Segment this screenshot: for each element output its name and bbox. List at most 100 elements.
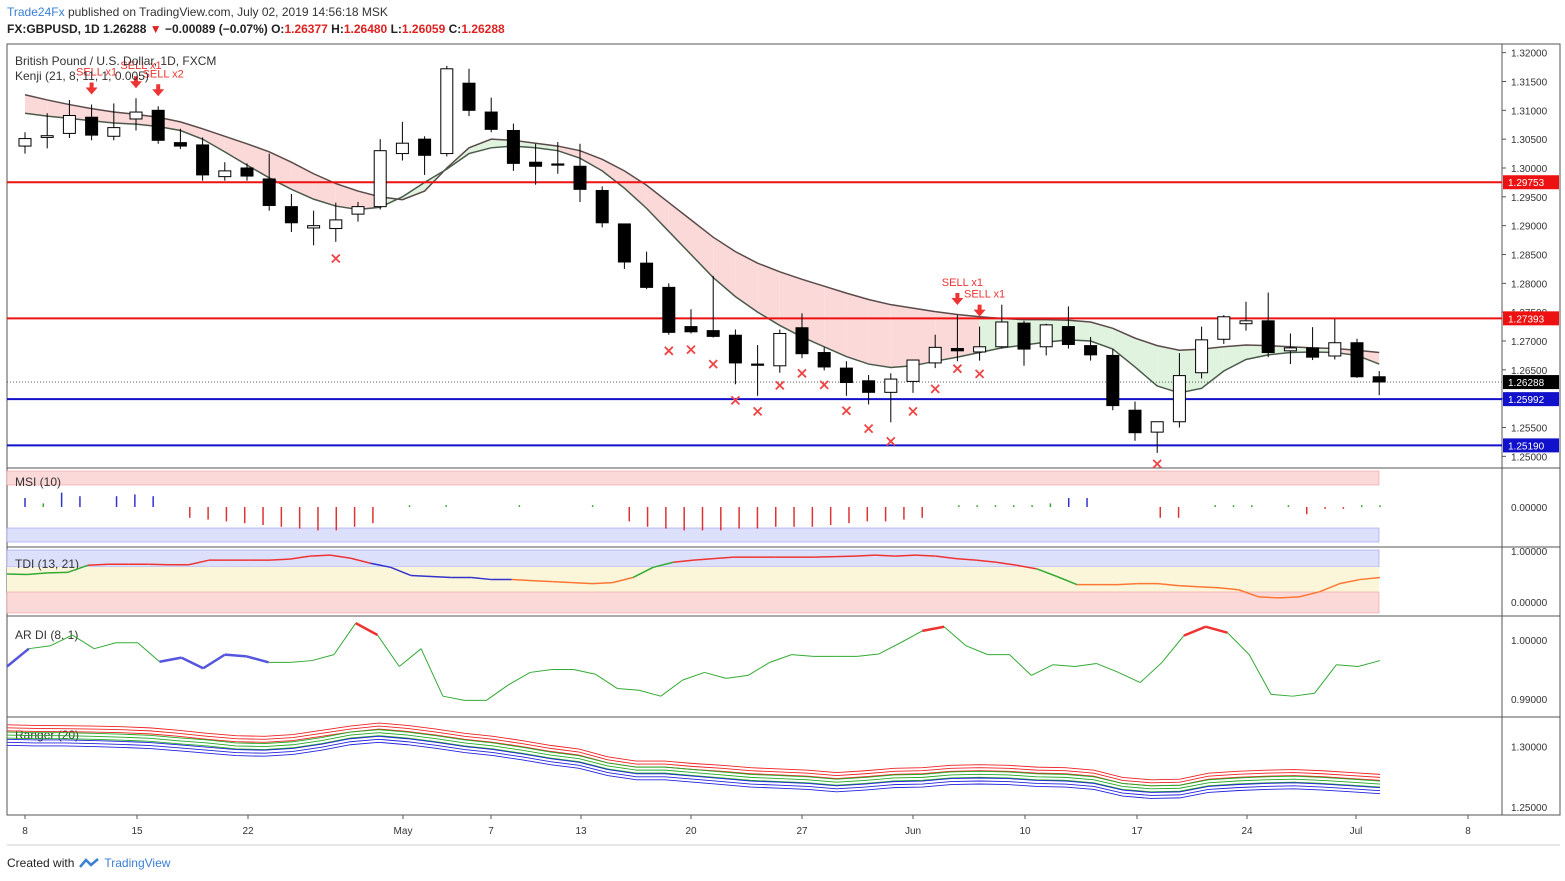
high-label: H: [331,22,344,36]
sell-arrow-icon [130,76,142,89]
ardi-line-segment [1227,632,1250,655]
sell-arrow-icon [152,84,165,97]
x-tick-label: 17 [1131,826,1143,837]
tdi-line-segment [572,581,593,585]
tdi-line-segment [592,581,613,585]
x-marker-icon [686,345,696,355]
tdi-line-segment [632,566,654,579]
x-marker-icon [752,406,763,417]
x-tick-label: Jun [905,826,921,837]
ardi-line-segment [617,687,640,691]
ardi-line-segment [1009,654,1032,676]
tradingview-logo-icon [79,858,100,868]
ardi-line-segment [1248,654,1272,695]
sell-signal-label: SELL x1 [76,67,117,79]
kenji-cloud-segment [469,139,492,154]
ardi-line-segment [1358,660,1381,667]
ardi-line-segment [420,648,444,697]
ardi-line-segment [224,653,247,658]
kenji-cloud-segment [580,150,603,171]
x-tick-label: 8 [22,826,28,837]
tdi-line-segment [1036,568,1058,578]
symbol-label: FX:GBPUSD, 1D [7,22,100,36]
x-marker-icon [930,384,940,394]
ardi-line-segment [682,671,705,681]
ranger-line [6,741,1381,799]
candle [1328,342,1342,357]
candle [418,138,432,156]
kenji-cloud-segment [535,143,558,151]
ardi-line-segment [1096,663,1119,673]
ardi-line-segment [878,642,901,655]
kenji-cloud-segment [668,202,691,255]
ranger-line [6,738,1381,796]
tdi-line-segment [552,580,573,584]
ranger-line [6,725,1381,784]
tradingview-brand[interactable]: TradingView [104,856,171,870]
tdi-line-segment [713,556,734,560]
ardi-line-segment [1161,635,1185,663]
low-label: L: [390,22,402,36]
ardi-line-segment [377,634,400,667]
x-tick-label: Jul [1350,826,1363,837]
ardi-line-segment [180,656,204,670]
x-tick-label: 27 [796,826,808,837]
tdi-line-segment [1178,584,1199,588]
ardi-line-segment [660,679,683,697]
ardi-line-segment [202,653,226,670]
tdi-line-segment [87,563,108,567]
candle [595,189,609,224]
close-label: C: [448,22,462,36]
ardi-line-segment [246,655,269,664]
tdi-line-segment [309,554,331,557]
tdi-line-segment [47,571,68,574]
candle [1084,345,1098,356]
publish-info: Trade24Fx published on TradingView.com, … [7,5,388,19]
last-price: 1.26288 [103,22,147,36]
candle [795,327,809,355]
tdi-upper-band [6,549,1380,568]
ardi-line-segment [94,642,117,650]
candle [484,111,498,130]
tdi-line-segment [915,554,936,557]
x-marker-icon [952,364,963,374]
ardi-line-segment [943,626,967,647]
tdi-line-segment [935,555,957,560]
tdi-line-segment [6,573,28,576]
candle [684,326,698,333]
ardi-line-segment [1053,664,1075,667]
y-tick-label: 1.26500 [1511,366,1548,377]
y-tick-label: 1.25000 [1511,452,1548,463]
y-tick-label: 1.32000 [1511,49,1548,60]
ardi-line-segment [856,653,879,657]
chart-area[interactable]: 1.32000 1.31500 1.31000 1.30500 1.30000 1.295… [0,0,1565,850]
x-marker-icon [863,424,874,434]
candle [906,359,920,382]
kenji-cloud-segment [557,146,580,159]
ardi-y-tick-label: 0.99000 [1511,695,1548,706]
sell-signal-label: SELL x1 [964,289,1005,301]
kenji-cloud-segment [1135,338,1158,386]
candle [662,286,676,333]
ardi-line-segment [965,645,988,656]
main-legend-indicator: Kenji (21, 8, 11, 1, 0.005) [15,69,149,83]
candle [839,367,853,384]
candle [529,161,543,167]
tdi-line-segment [511,578,533,582]
candle [1172,375,1186,423]
y-tick-label: 1.25500 [1511,424,1548,435]
candle [373,150,387,208]
candle [928,346,942,364]
candle [973,346,987,353]
candle [1195,339,1209,374]
tdi-line-segment [27,572,48,576]
y-tick-label: 1.29500 [1511,193,1548,204]
tdi-line-segment [612,576,634,584]
tdi-line-segment [1319,582,1340,593]
tdi-line-segment [1198,585,1219,589]
x-marker-icon [664,346,674,356]
candle [995,321,1009,348]
publisher-name[interactable]: Trade24Fx [7,5,65,19]
ranger-line [6,735,1381,793]
candle [551,163,565,166]
